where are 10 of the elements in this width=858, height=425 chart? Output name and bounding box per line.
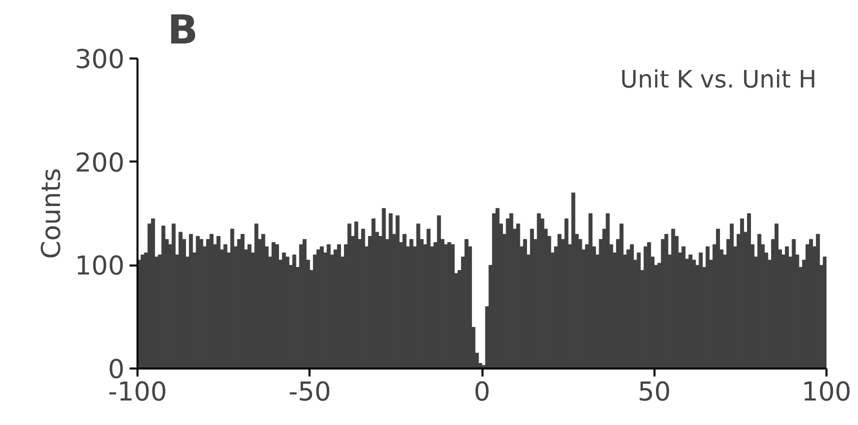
- y-tick-label: 300: [74, 45, 125, 75]
- x-tick-label: 0: [474, 378, 490, 408]
- x-tick-label: 50: [638, 378, 671, 408]
- x-tick-label: 100: [802, 378, 852, 408]
- y-axis-title: Counts: [36, 168, 67, 259]
- y-tick-label: 100: [74, 252, 125, 282]
- y-tick-label: 200: [74, 148, 125, 178]
- x-tick-label: -50: [288, 378, 331, 408]
- annotation: Unit K vs. Unit H: [620, 66, 817, 94]
- chart-title: B: [168, 8, 198, 54]
